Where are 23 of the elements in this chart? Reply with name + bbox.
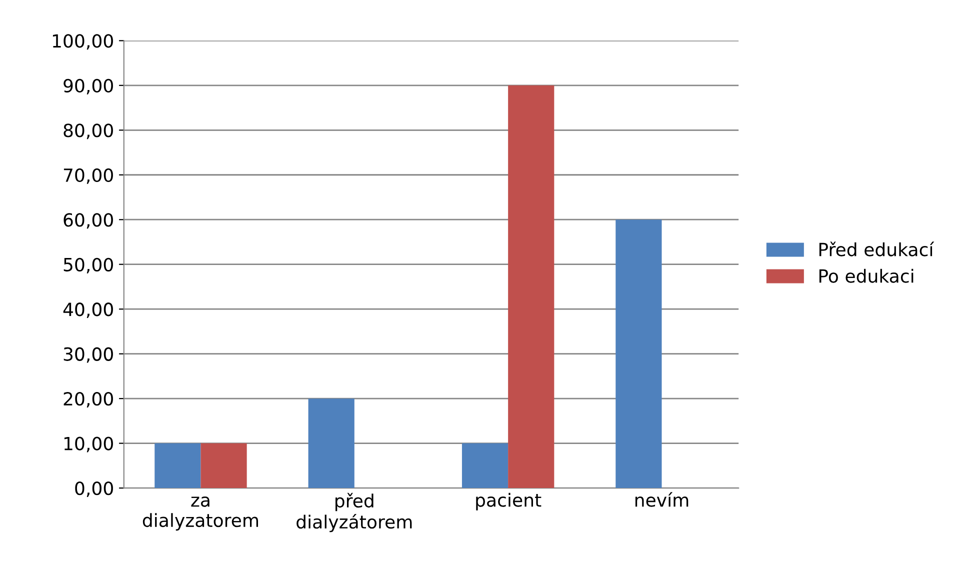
legend-label: Po edukaci bbox=[819, 268, 914, 283]
bar bbox=[200, 443, 247, 488]
x-tick-label: nevím bbox=[635, 492, 688, 507]
bar bbox=[616, 220, 662, 488]
y-tick-label: 70,00 bbox=[64, 168, 113, 184]
y-tick-label: 80,00 bbox=[64, 124, 113, 140]
y-tick-label: 10,00 bbox=[64, 436, 113, 452]
bar bbox=[308, 398, 354, 488]
x-tick-label: před dialyzátorem bbox=[296, 492, 412, 532]
bar bbox=[508, 85, 554, 488]
x-tick-label: pacient bbox=[476, 492, 542, 510]
bar bbox=[462, 443, 508, 488]
y-tick-label: 60,00 bbox=[64, 213, 113, 229]
y-tick-label: 30,00 bbox=[64, 347, 113, 363]
bar bbox=[154, 443, 201, 488]
y-tick-label: 40,00 bbox=[63, 302, 113, 318]
legend-label: Před edukací bbox=[819, 242, 934, 256]
y-tick-label: 50,00 bbox=[64, 258, 113, 274]
y-tick-label: 20,00 bbox=[64, 392, 113, 408]
y-tick-label: 100,00 bbox=[52, 34, 113, 50]
y-tick-label: 0,00 bbox=[75, 482, 113, 497]
y-tick-label: 90,00 bbox=[64, 78, 113, 94]
x-tick-label: za dialyzatorem bbox=[142, 496, 258, 531]
